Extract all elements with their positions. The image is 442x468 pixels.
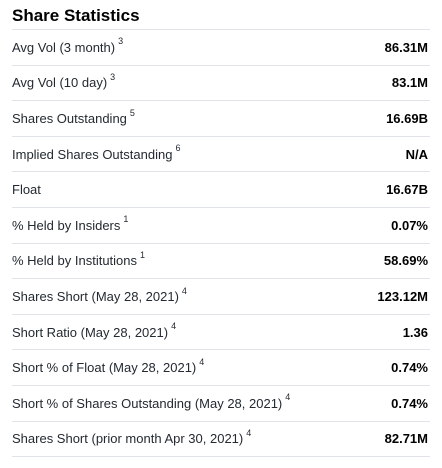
- table-row: Float 16.67B: [12, 172, 430, 208]
- row-value: 0.07%: [391, 217, 428, 233]
- row-label: Short % of Shares Outstanding (May 28, 2…: [12, 392, 291, 411]
- footnote-marker: 4: [171, 321, 177, 332]
- footnote-marker: 4: [181, 285, 187, 296]
- row-label: % Held by Institutions 1: [12, 250, 146, 269]
- table-row: Shares Outstanding 5 16.69B: [12, 101, 430, 137]
- table-row: Shares Short (May 28, 2021) 4 123.12M: [12, 279, 430, 315]
- row-value: 0.74%: [391, 395, 428, 411]
- row-value: 1.36: [402, 324, 428, 340]
- row-label: % Held by Insiders 1: [12, 214, 129, 233]
- table-row: Avg Vol (10 day) 3 83.1M: [12, 66, 430, 102]
- table-row: % Held by Insiders 1 0.07%: [12, 208, 430, 244]
- statistics-table: Avg Vol (3 month) 3 86.31M Avg Vol (10 da…: [12, 29, 430, 458]
- table-row: Short % of Shares Outstanding (May 28, 2…: [12, 386, 430, 422]
- row-label: Shares Short (May 28, 2021) 4: [12, 285, 187, 304]
- row-value: 0.74%: [391, 360, 428, 376]
- footnote-marker: 1: [123, 214, 129, 225]
- row-value: 123.12M: [377, 288, 428, 304]
- row-value: 16.69B: [386, 110, 428, 126]
- footnote-marker: 3: [118, 36, 124, 47]
- row-value: 86.31M: [384, 39, 428, 55]
- row-label: Short % of Float (May 28, 2021) 4: [12, 356, 205, 376]
- row-value: 16.67B: [386, 182, 428, 198]
- row-label: Float: [12, 182, 41, 198]
- row-label: Shares Short (prior month Apr 30, 2021) 4: [12, 428, 252, 447]
- row-value: 83.1M: [391, 75, 428, 91]
- row-value: N/A: [405, 146, 428, 162]
- row-label: Implied Shares Outstanding 6: [12, 143, 181, 162]
- table-row: Shares Short (prior month Apr 30, 2021) 4…: [12, 422, 430, 458]
- table-row: Short % of Float (May 28, 2021) 4 0.74%: [12, 350, 430, 386]
- footnote-marker: 3: [110, 72, 116, 83]
- table-row: Avg Vol (3 month) 3 86.31M: [12, 30, 430, 66]
- footnote-marker: 4: [285, 392, 291, 403]
- footnote-marker: 1: [140, 250, 146, 261]
- footnote-marker: 6: [175, 143, 181, 154]
- section-title: Share Statistics: [12, 6, 140, 25]
- footnote-marker: 4: [199, 356, 205, 367]
- row-label: Short Ratio (May 28, 2021) 4: [12, 321, 177, 340]
- row-label: Shares Outstanding 5: [12, 107, 135, 126]
- table-row: Implied Shares Outstanding 6 N/A: [12, 137, 430, 173]
- row-label: Avg Vol (10 day) 3: [12, 72, 116, 91]
- row-value: 82.71M: [384, 431, 428, 447]
- footnote-marker: 4: [246, 428, 252, 438]
- table-row: Short Ratio (May 28, 2021) 4 1.36: [12, 315, 430, 351]
- footnote-marker: 5: [129, 107, 135, 118]
- row-label: Avg Vol (3 month) 3: [12, 36, 124, 55]
- row-value: 58.69%: [383, 253, 428, 269]
- table-row: % Held by Institutions 1 58.69%: [12, 244, 430, 280]
